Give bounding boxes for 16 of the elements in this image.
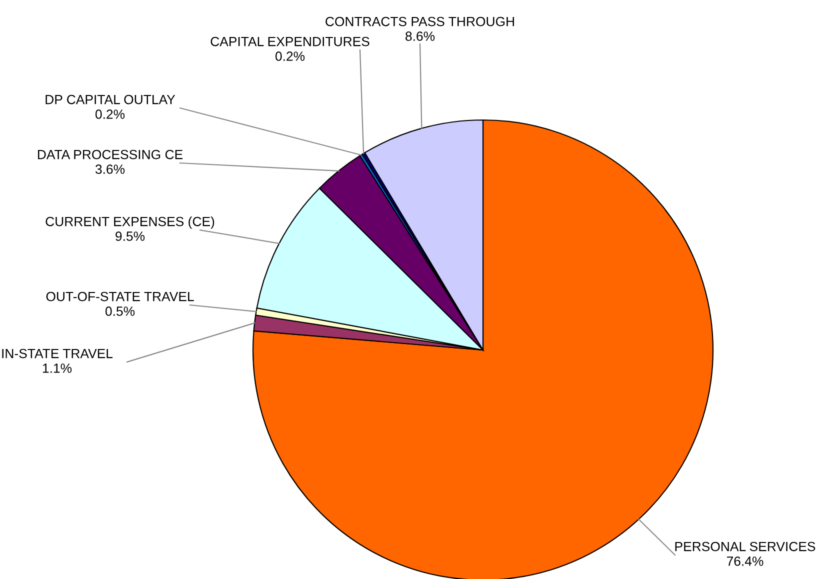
data-label: 9.5% xyxy=(116,232,145,241)
slice-label: DP CAPITAL OUTLAY xyxy=(46,94,176,104)
data-label: 8.6% xyxy=(406,32,435,41)
slice-label: DATA PROCESSING CE xyxy=(38,150,183,160)
slice-label: CONTRACTS PASS THROUGH xyxy=(326,16,514,26)
slice-label: CAPITAL EXPENDITURES xyxy=(210,36,370,46)
data-label: 0.5% xyxy=(105,306,135,316)
data-label: 0.2% xyxy=(275,52,305,61)
data-label: 3.6% xyxy=(95,164,125,174)
data-label: 76.4% xyxy=(726,556,764,566)
slice-label: PERSONAL SERVICES xyxy=(675,542,816,552)
slice-label: IN-STATE TRAVEL xyxy=(2,348,113,358)
slice-label: OUT-OF-STATE TRAVEL xyxy=(46,292,194,302)
data-label: 1.1% xyxy=(42,364,72,373)
slice-label: CURRENT EXPENSES (CE) xyxy=(46,216,214,229)
data-label: 0.2% xyxy=(95,110,125,119)
